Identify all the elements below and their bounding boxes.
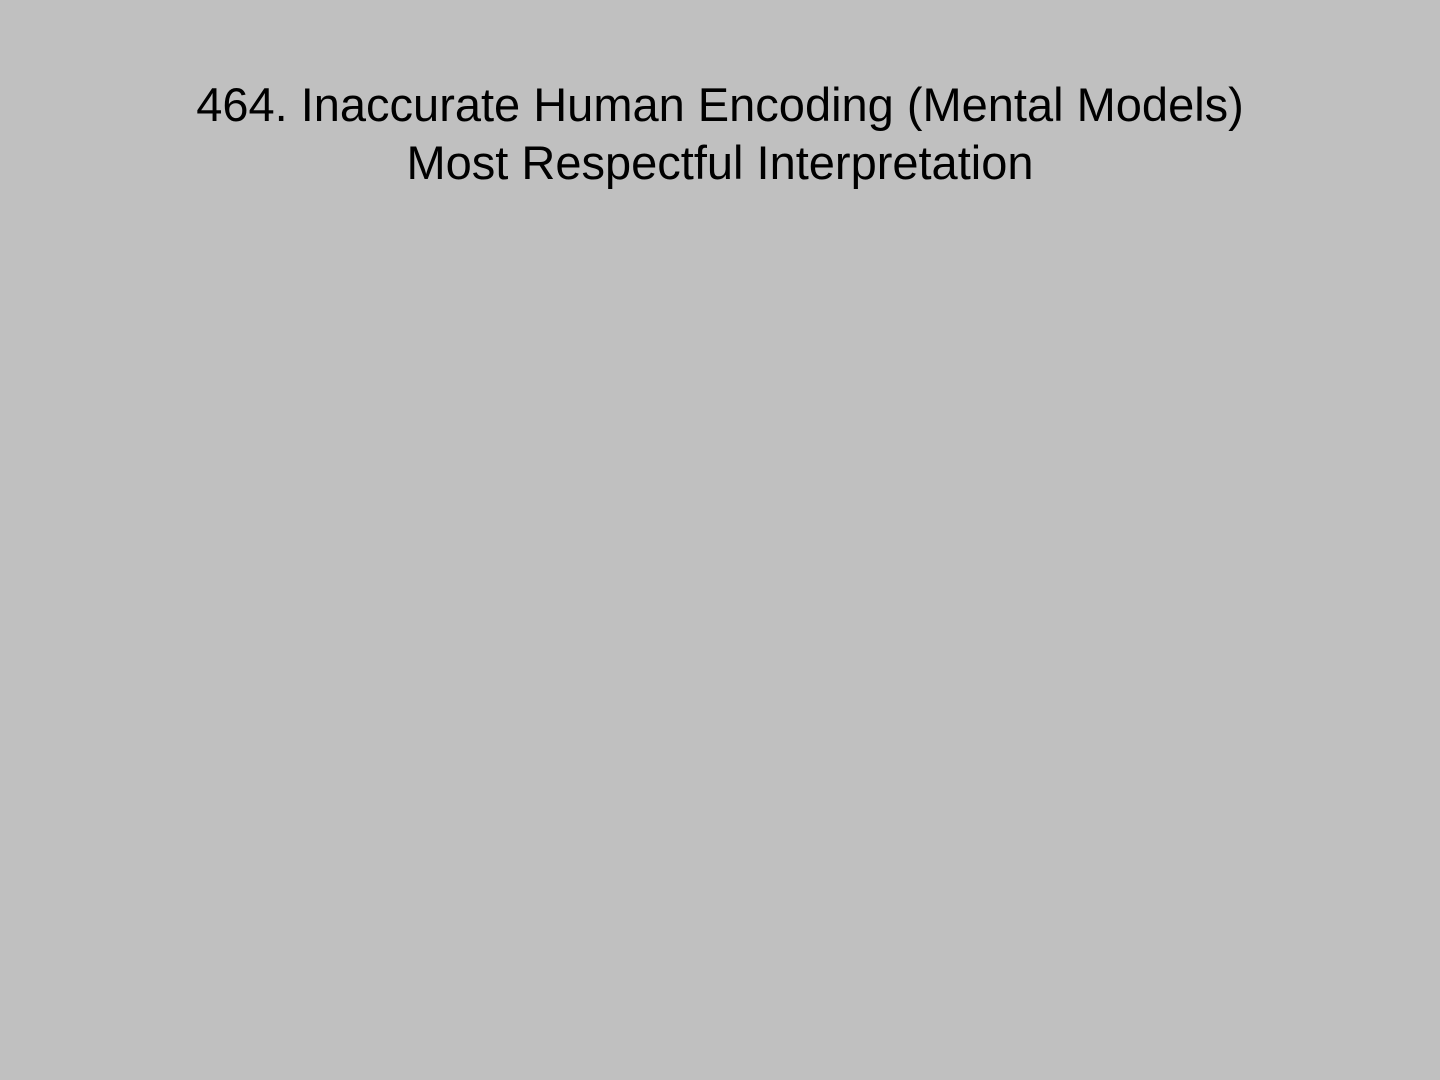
slide-title-line-2: Most Respectful Interpretation [406,136,1034,189]
slide-title-line-1: 464. Inaccurate Human Encoding (Mental M… [196,78,1244,131]
slide-title: 464. Inaccurate Human Encoding (Mental M… [0,76,1440,192]
